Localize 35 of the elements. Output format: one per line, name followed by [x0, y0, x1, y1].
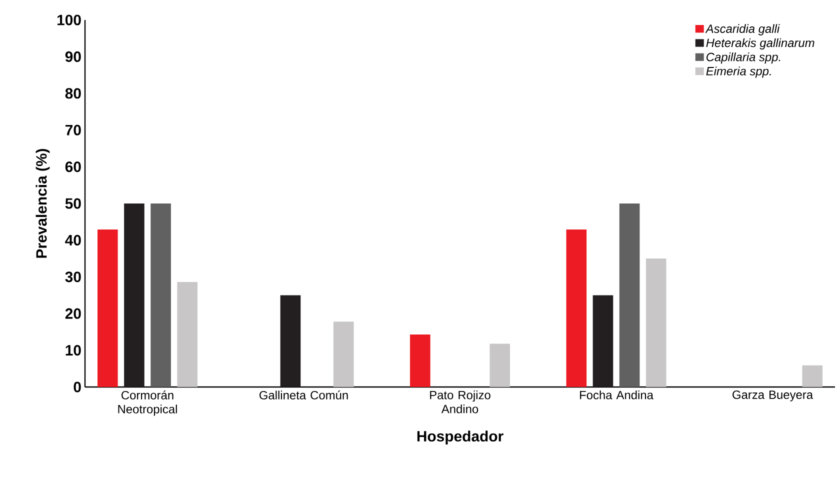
y-tick-label: 0 [74, 382, 81, 392]
bar [410, 334, 430, 387]
y-tick-label: 70 [66, 124, 81, 136]
bar [646, 258, 666, 387]
bar [124, 203, 144, 387]
y-tick-label: 50 [65, 198, 81, 209]
legend-label: Ascaridia galli [705, 24, 780, 36]
x-tick-label: Focha Andina [580, 390, 654, 400]
bar [177, 282, 198, 387]
bar [592, 295, 614, 387]
bar [566, 230, 587, 387]
y-tick-label: 90 [65, 51, 81, 62]
bar [98, 230, 118, 387]
y-tick-label: 30 [65, 272, 81, 282]
x-tick-label: Pato Rojizo Andino [430, 390, 490, 414]
y-tick-label: 10 [66, 345, 81, 356]
bar [150, 203, 171, 387]
bar [333, 322, 354, 387]
bar [802, 365, 823, 387]
legend-label: Eimeria spp. [706, 66, 771, 78]
bar [490, 344, 510, 387]
x-tick-label: Gallineta Común [259, 390, 348, 400]
bar [280, 295, 301, 387]
y-tick-label: 80 [65, 88, 81, 99]
y-tick-label: 20 [65, 308, 81, 319]
x-axis-title: Hospedador [417, 430, 504, 445]
legend-label: Capillaria spp. [706, 52, 780, 64]
y-tick-label: 100 [57, 14, 81, 26]
y-tick-label: 60 [65, 162, 81, 172]
y-axis-title: Prevalencia (%) [36, 149, 50, 258]
x-tick-label: Garza Bueyera [732, 390, 814, 402]
legend-label: Heterakis gallinarum [706, 38, 814, 50]
x-tick-label: Cormorán Neotropical [118, 390, 177, 416]
y-tick-label: 40 [65, 234, 81, 246]
bar [619, 203, 640, 387]
